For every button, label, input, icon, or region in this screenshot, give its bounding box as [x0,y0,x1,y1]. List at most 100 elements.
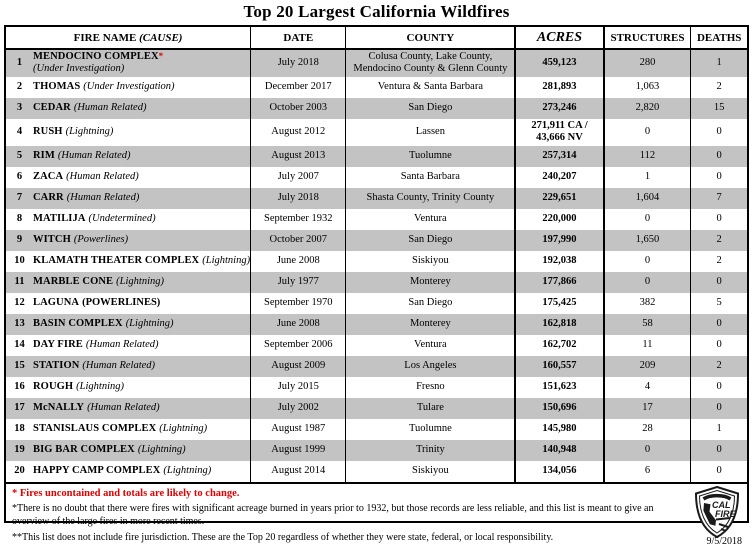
fire-date: July 2002 [250,397,346,419]
row-rank: 11 [14,275,25,287]
fire-deaths: 15 [690,97,747,119]
fire-cause: (Lightning) [137,443,186,455]
row-rank: 18 [14,422,25,434]
fire-name-cell: 18 STANISLAUS COMPLEX (Lightning) [6,419,251,440]
fire-acres: 160,557 [514,355,605,377]
fire-name: RIM [33,149,55,161]
fire-county: Lassen [345,118,516,146]
fire-deaths: 2 [690,229,747,251]
row-rank: 9 [16,233,23,245]
fire-name-cell: 13 BASIN COMPLEX (Lightning) [6,314,251,335]
fire-name-cell: 3 CEDAR (Human Related) [6,98,251,119]
fire-cause: (Powerlines) [73,233,129,245]
fire-name: McNALLY [33,401,85,413]
fire-name-cell: 16 ROUGH (Lightning) [6,377,251,398]
fire-deaths: 0 [690,145,747,167]
fire-cause: (Lightning) [65,125,114,137]
table-row: 14 DAY FIRE (Human Related) September 200… [6,334,747,356]
row-rank: 14 [14,338,25,350]
fire-name-cell: 19 BIG BAR COMPLEX (Lightning) [6,440,251,461]
fire-acres: 134,056 [514,460,605,482]
table-row: 19 BIG BAR COMPLEX (Lightning) August 199… [6,439,747,461]
fire-name: RUSH [33,125,63,137]
fire-structures: 112 [603,145,691,167]
fire-name-cell: 6 ZACA (Human Related) [6,167,251,188]
fire-name: MARBLE CONE [33,275,114,287]
row-rank: 15 [14,359,25,371]
fire-name-cell: 11 MARBLE CONE (Lightning) [6,272,251,293]
fire-structures: 1,063 [603,76,691,98]
fire-structures: 0 [603,208,691,230]
fire-date: September 1932 [250,208,346,230]
header-county: COUNTY [345,27,516,50]
row-rank: 4 [16,125,23,137]
table-row: 5 RIM (Human Related) August 2013 Tuolumn… [6,145,747,167]
fire-name-cell: 14 DAY FIRE (Human Related) [6,335,251,356]
row-rank: 10 [14,254,25,266]
table-row: 15 STATION (Human Related) August 2009 Lo… [6,355,747,377]
fire-structures: 0 [603,118,691,146]
fire-cause: (Lightning) [163,464,212,476]
fire-name-cell: 20 HAPPY CAMP COMPLEX (Lightning) [6,461,251,482]
fire-acres: 145,980 [514,418,605,440]
fire-structures: 0 [603,250,691,272]
fire-cause: (Human Related) [66,170,139,182]
fire-county: Tuolumne [345,145,516,167]
jurisdiction-note: **This list does not include fire jurisd… [12,531,554,543]
fire-structures: 2,820 [603,97,691,119]
fire-name-cell: 15 STATION (Human Related) [6,356,251,377]
fire-cause: (Lightning) [202,254,251,266]
fire-date: August 1987 [250,418,346,440]
fire-cause: (Human Related) [85,338,159,350]
fire-date: June 2008 [250,313,346,335]
fire-county: Siskiyou [345,250,516,272]
header-row: FIRE NAME (CAUSE) DATE COUNTY ACRES STRU… [6,27,747,50]
fire-date: December 2017 [250,76,346,98]
fire-structures: 1,604 [603,187,691,209]
fire-name: HAPPY CAMP COMPLEX [33,464,161,476]
fire-deaths: 2 [690,76,747,98]
cal-fire-shield-icon: CAL FIRE [694,485,740,538]
fire-acres: 175,425 [514,292,605,314]
fire-name-cell: 9 WITCH (Powerlines) [6,230,251,251]
fire-name-cell: 12 LAGUNA (POWERLINES) [6,293,251,314]
fire-acres: 192,038 [514,250,605,272]
table-row: 3 CEDAR (Human Related) October 2003 San … [6,97,747,119]
fire-county: Santa Barbara [345,166,516,188]
fire-county: Ventura [345,334,516,356]
fire-cause: (Human Related) [73,102,147,114]
pre-1932-records-note: *There is no doubt that there were fires… [12,502,654,527]
fire-county: San Diego [345,229,516,251]
fire-name: KLAMATH THEATER COMPLEX [33,254,200,266]
table-body: 1 MENDOCINO COMPLEX* (Under Investigation… [6,49,747,482]
fire-date: October 2003 [250,97,346,119]
fire-date: October 2007 [250,229,346,251]
row-rank: 2 [16,81,23,93]
fire-date: July 2018 [250,187,346,209]
fire-county: Shasta County, Trinity County [345,187,516,209]
cal-fire-logo: CAL FIRE [694,485,740,538]
fire-name: STATION [33,359,80,371]
row-rank: 13 [14,317,25,329]
fire-county: Colusa County, Lake County, Mendocino Co… [345,49,516,77]
row-rank: 19 [14,443,25,455]
fire-cause: (Undetermined) [88,212,156,224]
fire-name: LAGUNA [33,296,80,308]
fire-cause: (Lightning) [76,380,125,392]
fire-structures: 209 [603,355,691,377]
table-row: 17 McNALLY (Human Related) July 2002 Tula… [6,397,747,419]
fire-deaths: 0 [690,313,747,335]
uncontained-warning-note: * Fires uncontained and totals are likel… [12,487,240,499]
fire-date: July 2007 [250,166,346,188]
fire-name-cell: 7 CARR (Human Related) [6,188,251,209]
fire-date: August 2012 [250,118,346,146]
header-acres: ACRES [514,27,605,50]
fire-deaths: 0 [690,376,747,398]
fire-county: Los Angeles [345,355,516,377]
logo-fire-text: FIRE [715,509,736,519]
row-rank: 1 [16,57,23,69]
table-row: 10 KLAMATH THEATER COMPLEX (Lightning) Ju… [6,250,747,272]
table-row: 4 RUSH (Lightning) August 2012 Lassen 271… [6,118,747,146]
table-row: 11 MARBLE CONE (Lightning) July 1977 Mont… [6,271,747,293]
fire-date: September 2006 [250,334,346,356]
